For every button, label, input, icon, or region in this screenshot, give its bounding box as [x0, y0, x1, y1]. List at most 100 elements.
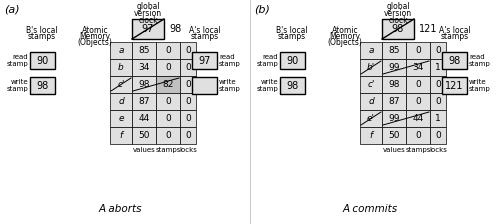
Text: e: e	[118, 114, 124, 123]
Text: f: f	[370, 131, 372, 140]
Bar	[406, 42, 430, 59]
Bar	[360, 42, 382, 59]
Text: 98: 98	[169, 24, 181, 34]
Text: 0: 0	[185, 46, 191, 55]
Text: write
stamp: write stamp	[256, 79, 278, 92]
Text: 0: 0	[165, 131, 171, 140]
Bar	[430, 59, 446, 76]
Text: 0: 0	[435, 46, 441, 55]
Text: global: global	[386, 2, 410, 11]
Text: A commits: A commits	[342, 204, 398, 214]
Bar	[360, 127, 382, 144]
Text: (b): (b)	[254, 4, 270, 14]
Bar	[280, 52, 305, 69]
Text: 34: 34	[138, 63, 149, 72]
Bar	[180, 127, 196, 144]
Bar	[132, 93, 156, 110]
Bar	[382, 110, 406, 127]
Bar	[156, 110, 180, 127]
Text: stamps: stamps	[28, 32, 56, 41]
Text: 50: 50	[388, 131, 400, 140]
Bar	[430, 127, 446, 144]
Text: 98: 98	[286, 80, 298, 90]
Bar	[382, 42, 406, 59]
Text: write
stamp: write stamp	[6, 79, 28, 92]
Text: (Objects): (Objects)	[78, 38, 112, 47]
Bar	[156, 59, 180, 76]
Text: 0: 0	[415, 131, 421, 140]
Text: 99: 99	[388, 114, 400, 123]
Text: 87: 87	[138, 97, 150, 106]
Bar	[132, 110, 156, 127]
Text: values: values	[132, 147, 156, 153]
Bar	[442, 52, 467, 69]
Text: a: a	[118, 46, 124, 55]
Bar	[156, 42, 180, 59]
Text: 44: 44	[138, 114, 149, 123]
Text: stamps: stamps	[406, 147, 430, 153]
Text: c': c'	[367, 80, 375, 89]
Text: version: version	[134, 9, 162, 18]
Text: A's local: A's local	[189, 26, 221, 35]
Bar	[406, 127, 430, 144]
Bar	[382, 59, 406, 76]
Text: 0: 0	[435, 97, 441, 106]
Bar	[382, 93, 406, 110]
Text: stamps: stamps	[278, 32, 306, 41]
Bar	[192, 77, 217, 94]
Bar	[360, 76, 382, 93]
Bar	[430, 110, 446, 127]
Text: global: global	[136, 2, 160, 11]
Text: read
stamp: read stamp	[219, 54, 241, 67]
Text: 121: 121	[446, 80, 464, 90]
Text: Memory: Memory	[330, 32, 360, 41]
Text: e': e'	[367, 114, 375, 123]
Text: 50: 50	[138, 131, 150, 140]
Text: 0: 0	[185, 80, 191, 89]
Bar	[430, 76, 446, 93]
Bar	[406, 93, 430, 110]
Bar	[30, 52, 55, 69]
Bar	[132, 59, 156, 76]
Text: 82: 82	[162, 80, 173, 89]
Text: d: d	[368, 97, 374, 106]
Text: 0: 0	[185, 97, 191, 106]
Text: (Objects): (Objects)	[328, 38, 362, 47]
Text: 98: 98	[392, 24, 404, 34]
Text: 87: 87	[388, 97, 400, 106]
Text: 98: 98	[36, 80, 48, 90]
Bar	[382, 127, 406, 144]
Text: a: a	[368, 46, 374, 55]
Bar	[132, 19, 164, 39]
Bar	[192, 52, 217, 69]
Text: 0: 0	[185, 63, 191, 72]
Text: stamps: stamps	[191, 32, 219, 41]
Text: 0: 0	[415, 46, 421, 55]
Bar	[180, 42, 196, 59]
Text: Atomic: Atomic	[82, 26, 108, 35]
Text: 0: 0	[415, 80, 421, 89]
Text: write
stamp: write stamp	[219, 79, 241, 92]
Text: 0: 0	[165, 97, 171, 106]
Text: 0: 0	[165, 63, 171, 72]
Bar	[156, 76, 180, 93]
Text: B's local: B's local	[26, 26, 58, 35]
Bar	[110, 127, 132, 144]
Text: 0: 0	[165, 46, 171, 55]
Bar	[110, 42, 132, 59]
Bar	[430, 42, 446, 59]
Text: f: f	[120, 131, 122, 140]
Bar	[406, 110, 430, 127]
Bar	[110, 93, 132, 110]
Bar	[360, 59, 382, 76]
Text: Memory: Memory	[80, 32, 110, 41]
Bar	[280, 77, 305, 94]
Text: 0: 0	[185, 131, 191, 140]
Text: clock: clock	[138, 16, 158, 25]
Text: B's local: B's local	[276, 26, 308, 35]
Bar	[132, 76, 156, 93]
Text: version: version	[384, 9, 412, 18]
Bar	[382, 19, 414, 39]
Text: 0: 0	[185, 114, 191, 123]
Text: 97: 97	[198, 56, 210, 65]
